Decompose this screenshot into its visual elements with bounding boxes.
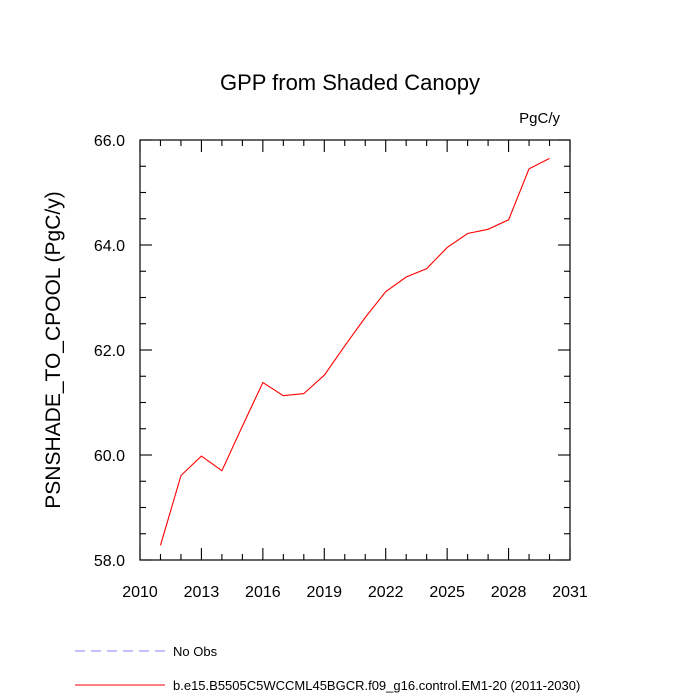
axis-ticks	[139, 139, 571, 561]
x-tick-label: 2016	[245, 584, 281, 601]
y-axis-label: PSNSHADE_TO_CPOOL (PgC/y)	[42, 191, 65, 508]
units-label: PgC/y	[519, 110, 560, 127]
legend-label-model-run: b.e15.B5505C5WCCML45BGCR.f09_g16.control…	[173, 678, 580, 693]
y-tick-label: 60.0	[94, 448, 125, 465]
y-tick-label: 66.0	[94, 133, 125, 150]
series-line	[159, 157, 550, 546]
x-tick-label: 2019	[306, 584, 342, 601]
legend-label-no-obs: No Obs	[173, 644, 218, 659]
series-layer	[159, 157, 550, 546]
y-tick-label: 58.0	[94, 553, 125, 570]
chart-title: GPP from Shaded Canopy	[220, 70, 480, 95]
x-tick-label: 2022	[368, 584, 404, 601]
y-tick-label: 62.0	[94, 343, 125, 360]
x-tick-label: 2031	[552, 584, 588, 601]
axis-tick-labels: 2010 2013 2016 2019 2022 2025 2028 2031 58.0 60.0…	[94, 133, 588, 601]
x-tick-label: 2010	[122, 584, 158, 601]
x-tick-label: 2013	[184, 584, 220, 601]
x-tick-label: 2025	[429, 584, 465, 601]
legend: No Obs b.e15.B5505C5WCCML45BGCR.f09_g16.…	[75, 644, 580, 693]
y-tick-label: 64.0	[94, 238, 125, 255]
x-tick-label: 2028	[491, 584, 527, 601]
plot-frame	[139, 139, 571, 561]
